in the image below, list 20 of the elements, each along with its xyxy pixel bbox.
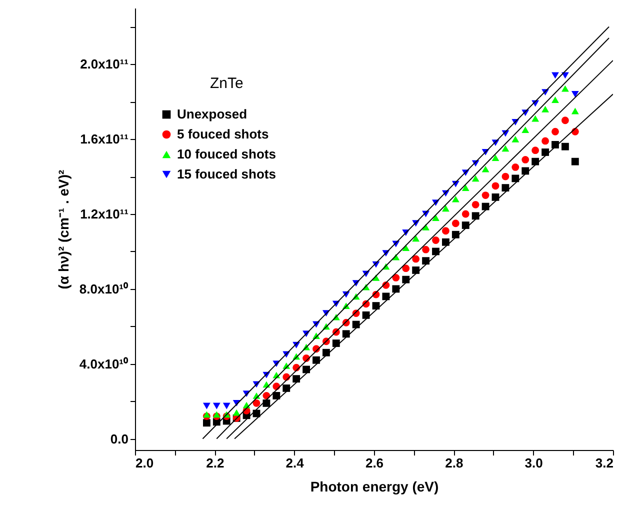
y-tick-label: 1.2x10¹¹ [80,206,128,222]
x-tick-label: 3.2 [595,456,614,470]
x-tick-label: 2.2 [206,456,224,470]
y-tick-label: 2.0x10¹¹ [80,56,128,72]
y-axis-title: (α hν)² (cm⁻¹ . eV)² [55,169,72,290]
legend-label: 5 fouced shots [177,126,269,142]
x-tick-label: 2.4 [286,456,305,470]
y-tick-label: 8.0x10¹⁰ [79,281,128,296]
y-tick-label: 0.0 [110,431,128,446]
legend-label: Unexposed [177,106,248,122]
x-tick-label: 2.8 [445,456,464,470]
legend-label: 15 fouced shots [177,166,276,182]
x-tick-label: 2.0 [136,456,154,470]
x-tick-label: 2.6 [365,456,384,470]
annotation: ZnTe [210,75,244,92]
y-tick-label: 4.0x10¹⁰ [79,356,128,372]
legend-label: 10 fouced shots [177,146,276,162]
x-tick-label: 3.0 [524,456,543,470]
y-tick-label: 1.6x10¹¹ [80,132,128,147]
x-axis-title: Photon energy (eV) [310,478,439,494]
